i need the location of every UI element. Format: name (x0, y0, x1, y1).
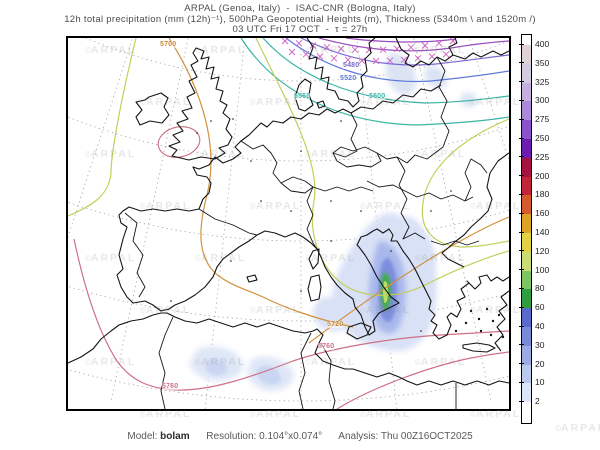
weather-map (68, 38, 509, 409)
colorbar-tick (519, 363, 524, 365)
colorbar-tick-label: 275 (535, 114, 550, 125)
colorbar-tick (519, 250, 524, 252)
colorbar-segment (522, 82, 531, 102)
colorbar-tick (519, 118, 524, 120)
contour-value-label: 5760 (318, 343, 335, 350)
colorbar-tick (519, 381, 524, 383)
colorbar-tick (519, 344, 524, 346)
colorbar-tick-label: 40 (535, 321, 545, 331)
contour-value-label: 5760 (162, 383, 179, 390)
colorbar-tick (519, 99, 524, 101)
colorbar-segment (522, 402, 531, 424)
colorbar-segment (522, 345, 531, 365)
colorbar-tick (519, 306, 524, 308)
colorbar-segment (522, 101, 531, 121)
colorbar-tick-label: 2 (535, 396, 540, 407)
resolution-value: 0.104°x0.074° (259, 431, 323, 442)
colorbar-segment (522, 251, 531, 271)
colorbar-segment (522, 45, 531, 64)
colorbar-tick (519, 62, 524, 64)
colorbar-tick-label: 140 (535, 227, 550, 237)
colorbar-tick-label: 160 (535, 208, 550, 219)
colorbar-segment (522, 232, 531, 252)
colorbar-tick-label: 60 (535, 302, 545, 313)
aegean-islands (454, 307, 505, 339)
colorbar-tick-label: 225 (535, 151, 550, 162)
colorbar-segment (522, 289, 531, 309)
colorbar-tick-label: 80 (535, 283, 545, 294)
map-speckles (170, 118, 452, 332)
colorbar-tick-label: 200 (535, 170, 550, 181)
colorbar-tick-label: 300 (535, 95, 550, 106)
colorbar-tick (519, 325, 524, 327)
colorbar-tick (519, 269, 524, 271)
footer-caption: Model: bolam Resolution: 0.104°x0.074° A… (0, 431, 600, 442)
closed-height-contour (157, 126, 201, 158)
contour-value-label: 5700 (160, 41, 177, 48)
colorbar-segment (522, 195, 531, 215)
colorbar-tick-label: 10 (535, 377, 545, 388)
colorbar-segment (522, 138, 531, 158)
colorbar-segment (522, 364, 531, 384)
colorbar-segment (522, 308, 531, 327)
colorbar-segment (522, 270, 531, 290)
model-label: Model: (127, 431, 158, 442)
colorbar-tick-label: 400 (535, 39, 550, 49)
page-subtitle-fields: 12h total precipitation (mm (12h)⁻¹), 50… (64, 13, 536, 25)
colorbar-tick (519, 81, 524, 83)
map-frame (66, 36, 511, 411)
colorbar-segment (522, 326, 531, 346)
contour-value-label: 5560 (294, 93, 311, 100)
colorbar-segment (522, 214, 531, 233)
colorbar-segment (522, 63, 531, 83)
colorbar-tick (519, 212, 524, 214)
colorbar-tick-label: 120 (535, 245, 550, 256)
colorbar-tick (519, 43, 524, 45)
colorbar-tick-label: 350 (535, 57, 550, 68)
colorbar-tick-label: 20 (535, 358, 545, 369)
colorbar-tick (519, 231, 524, 233)
colorbar-tick (519, 156, 524, 158)
contour-value-label: 5520 (340, 75, 357, 82)
colorbar-tick-label: 100 (535, 264, 550, 275)
colorbar-tick (519, 137, 524, 139)
page-title: ARPAL (Genoa, Italy) - ISAC-CNR (Bologna… (184, 3, 416, 14)
contour-value-label: 5600 (369, 93, 386, 100)
analysis-label: Analysis: (338, 431, 379, 442)
colorbar-tick (519, 287, 524, 289)
colorbar-segment (522, 383, 531, 403)
precipitation-field (189, 52, 477, 391)
colorbar (521, 34, 532, 425)
coastlines-borders (68, 38, 509, 409)
analysis-value: Thu 00Z16OCT2025 (380, 431, 473, 442)
colorbar-tick-label: 180 (535, 189, 550, 200)
colorbar-segment (522, 120, 531, 139)
colorbar-tick (519, 175, 524, 177)
colorbar-segment (522, 35, 531, 45)
model-value: bolam (160, 431, 190, 442)
contour-value-label: 5480 (343, 62, 360, 69)
colorbar-tick-label: 30 (535, 339, 545, 350)
thickness-hatch-marks (281, 38, 457, 65)
contour-value-label: 5720 (327, 321, 344, 328)
colorbar-tick-label: 250 (535, 133, 550, 143)
height-contours (68, 38, 509, 409)
page-subtitle-validtime: 03 UTC Fri 17 OCT - τ = 27h (232, 24, 368, 35)
colorbar-tick (519, 193, 524, 195)
colorbar-segment (522, 176, 531, 196)
colorbar-segment (522, 157, 531, 177)
colorbar-tick-label: 325 (535, 76, 550, 87)
resolution-label: Resolution: (206, 431, 257, 442)
colorbar-tick (519, 400, 524, 402)
